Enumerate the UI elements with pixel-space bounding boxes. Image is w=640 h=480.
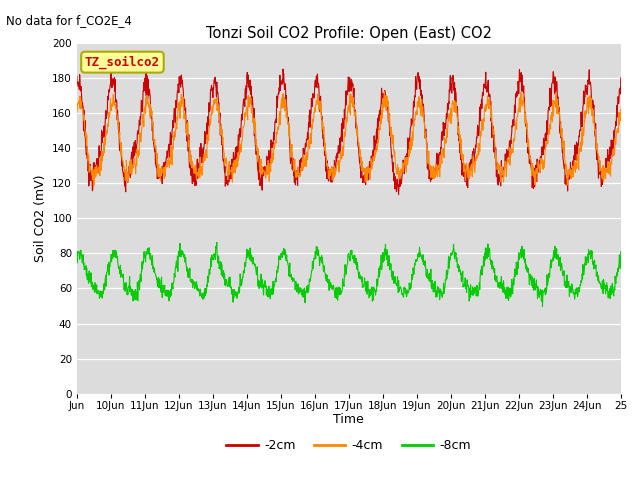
Text: TZ_soilco2: TZ_soilco2: [85, 56, 160, 69]
Y-axis label: Soil CO2 (mV): Soil CO2 (mV): [34, 175, 47, 262]
Text: No data for f_CO2E_4: No data for f_CO2E_4: [6, 14, 132, 27]
Title: Tonzi Soil CO2 Profile: Open (East) CO2: Tonzi Soil CO2 Profile: Open (East) CO2: [206, 25, 492, 41]
Legend: -2cm, -4cm, -8cm: -2cm, -4cm, -8cm: [221, 434, 476, 457]
X-axis label: Time: Time: [333, 413, 364, 426]
